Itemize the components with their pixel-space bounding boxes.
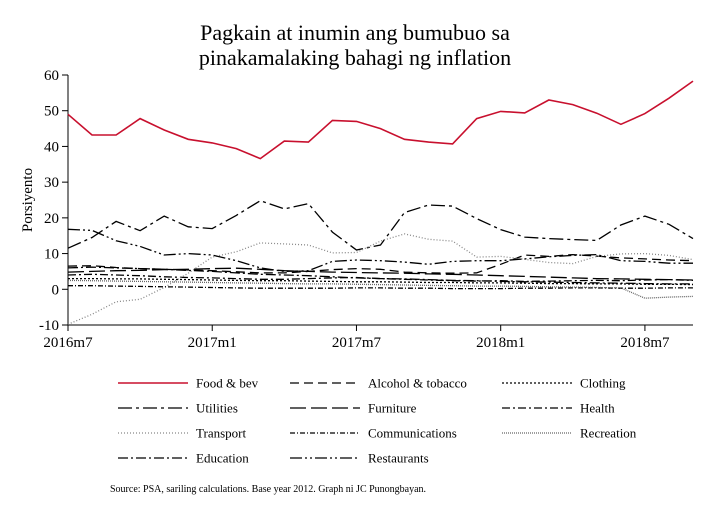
y-tick-label: 40 xyxy=(44,139,59,155)
y-tick-label: 60 xyxy=(44,68,59,84)
y-axis: -10 0 10 20 30 40 50 60 Porsiyento xyxy=(20,68,69,334)
legend-label-restaurants: Restaurants xyxy=(368,451,429,466)
series-line-utilities xyxy=(67,199,694,251)
x-tick-label: 2017m7 xyxy=(332,335,382,351)
legend-label-communications: Communications xyxy=(368,426,457,441)
legend: Food & bev Alcohol & tobacco Clothing Utili… xyxy=(118,376,637,466)
plot-area xyxy=(67,80,694,325)
chart-title: Pagkain at inumin ang bumubuo sapinakama… xyxy=(199,20,511,70)
chart-title-line-2: pinakamalaking bahagi ng inflation xyxy=(199,45,511,70)
x-tick-label: 2018m1 xyxy=(476,335,525,351)
series-line-health xyxy=(67,273,694,283)
series-line-education xyxy=(67,266,693,285)
series-line-restaurants xyxy=(67,228,693,273)
x-tick-label: 2017m1 xyxy=(188,335,237,351)
y-tick-label: 10 xyxy=(44,247,59,263)
legend-label-transport: Transport xyxy=(196,426,246,441)
series-line-communications xyxy=(68,285,693,290)
legend-label-clothing: Clothing xyxy=(580,376,626,391)
legend-label-utilities: Utilities xyxy=(196,401,238,416)
y-tick-label: -10 xyxy=(39,318,59,334)
y-tick-label: 30 xyxy=(44,175,59,191)
series-line-alcohol-tobacco xyxy=(67,253,694,274)
x-tick-label: 2016m7 xyxy=(43,335,93,351)
y-axis-label: Porsiyento xyxy=(20,168,36,232)
y-tick-label: 20 xyxy=(44,211,59,227)
legend-label-alcohol-tobacco: Alcohol & tobacco xyxy=(368,376,467,391)
legend-label-education: Education xyxy=(196,451,249,466)
series-line-food-bev xyxy=(67,80,694,160)
x-tick-label: 2018m7 xyxy=(620,335,670,351)
series-line-clothing xyxy=(68,277,694,286)
source-note: Source: PSA, sariling calculations. Base… xyxy=(110,484,426,495)
legend-label-health: Health xyxy=(580,401,615,416)
y-tick-label: 0 xyxy=(52,282,60,298)
legend-label-recreation: Recreation xyxy=(580,426,637,441)
series-line-recreation xyxy=(67,279,694,299)
x-axis: 2016m7 2017m1 2017m7 2018m1 2018m7 xyxy=(43,324,693,351)
legend-label-food-bev: Food & bev xyxy=(196,376,259,391)
y-tick-label: 50 xyxy=(44,104,59,120)
legend-label-furniture: Furniture xyxy=(368,401,417,416)
chart-title-line-1: Pagkain at inumin ang bumubuo sa xyxy=(200,20,510,45)
